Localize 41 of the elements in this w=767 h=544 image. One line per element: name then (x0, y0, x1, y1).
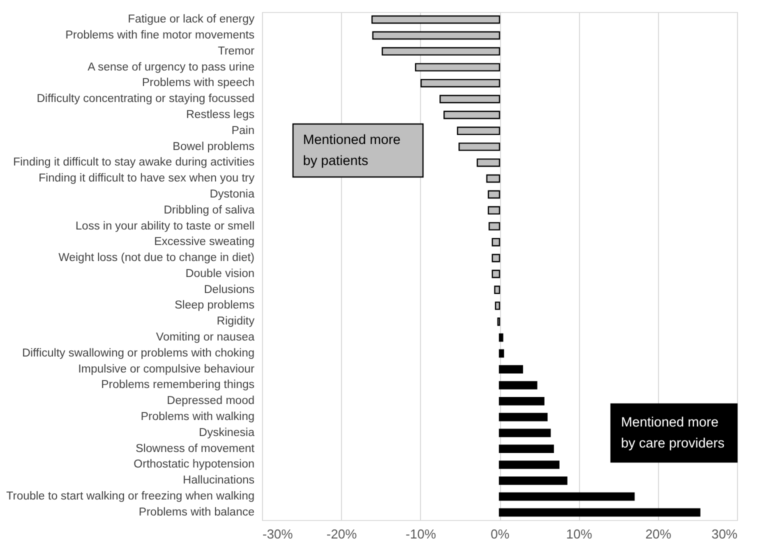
y-tick-label: Dyskinesia (198, 426, 256, 439)
y-tick-label: Depressed mood (166, 395, 254, 408)
x-tick-label: -30% (262, 526, 294, 542)
y-tick-label: Finding it difficult to have sex when you try (38, 172, 255, 185)
y-tick-label: Problems with balance (138, 506, 254, 518)
y-tick-label: Vomiting or nausea (156, 332, 256, 344)
y-tick-label: Difficulty concentrating or staying focussed (36, 93, 254, 106)
y-tick-label: Loss in your ability to taste or smell (76, 220, 254, 232)
y-tick-label: Rigidity (216, 316, 255, 328)
y-tick-label: Bowel problems (172, 140, 255, 153)
y-tick-label: Excessive sweating (154, 236, 254, 248)
x-tick-label: 30% (711, 526, 738, 542)
x-tick-label: 10% (566, 526, 593, 542)
y-tick-label: Dystonia (210, 188, 256, 200)
y-tick-label: Problems with fine motor movements (65, 29, 255, 42)
annotation: Mentioned more by care providers (621, 414, 725, 450)
y-tick-label: Double vision (185, 268, 254, 280)
y-tick-label: Problems with walking (140, 411, 254, 424)
y-tick-label: Impulsive or compulsive behaviour (78, 363, 255, 376)
y-tick-label: Pain (231, 124, 254, 137)
x-tick-label: 0% (490, 526, 510, 542)
y-tick-label: Fatigue or lack of energy (128, 14, 255, 26)
y-tick-label: Dribbling of saliva (164, 204, 256, 216)
y-tick-label: Trouble to start walking or freezing when walking (6, 490, 254, 503)
y-tick-label: Orthostatic hypotension (134, 458, 254, 471)
x-tick-label: -10% (406, 526, 436, 542)
y-tick-label: Tremor (218, 45, 255, 58)
y-tick-label: Finding it difficult to stay awake during activities (13, 156, 255, 169)
y-tick-label: Delusions (204, 284, 255, 296)
y-tick-label: Weight loss (not due to change in diet) (58, 252, 255, 264)
x-tick-label: 20% (645, 526, 672, 542)
y-tick-label: Sleep problems (174, 300, 255, 312)
y-tick-label: Hallucinations (182, 474, 255, 487)
annotation: Mentioned more by patients (303, 132, 401, 168)
x-tick-label: -20% (326, 526, 358, 542)
y-tick-label: Difficulty swallowing or problems with choking (22, 347, 254, 360)
y-tick-label: Slowness of movement (136, 442, 256, 455)
y-tick-label: A sense of urgency to pass urine (88, 61, 254, 74)
y-tick-label: Problems with speech (142, 77, 254, 90)
y-tick-label: Problems remembering things (101, 379, 255, 392)
y-tick-label: Restless legs (186, 108, 255, 121)
